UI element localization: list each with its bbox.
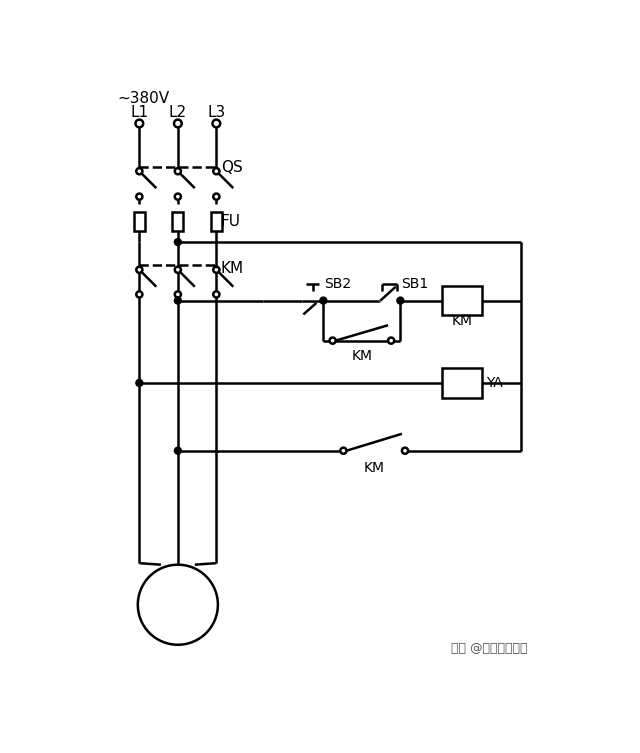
- Circle shape: [340, 447, 346, 454]
- Circle shape: [213, 194, 220, 200]
- Text: YA: YA: [486, 376, 502, 390]
- Text: QS: QS: [221, 160, 243, 175]
- Circle shape: [175, 267, 181, 273]
- Circle shape: [136, 194, 143, 200]
- Circle shape: [174, 239, 181, 245]
- Circle shape: [174, 120, 182, 127]
- Bar: [172, 212, 183, 230]
- Bar: [442, 367, 482, 398]
- Text: SB2: SB2: [324, 276, 351, 291]
- Circle shape: [213, 267, 220, 273]
- Text: L1: L1: [131, 105, 148, 120]
- Circle shape: [212, 120, 220, 127]
- Circle shape: [320, 297, 327, 304]
- Circle shape: [175, 168, 181, 174]
- Text: ~380V: ~380V: [117, 91, 169, 106]
- Bar: [134, 212, 145, 230]
- Circle shape: [136, 291, 143, 297]
- Circle shape: [175, 291, 181, 297]
- Text: KM: KM: [221, 261, 244, 276]
- Text: KM: KM: [451, 313, 472, 328]
- Text: M: M: [166, 589, 184, 608]
- Circle shape: [136, 267, 143, 273]
- Circle shape: [136, 380, 143, 386]
- Text: KM: KM: [351, 349, 372, 363]
- Circle shape: [174, 297, 181, 304]
- Circle shape: [174, 447, 181, 454]
- Circle shape: [213, 168, 220, 174]
- Text: L2: L2: [169, 105, 187, 120]
- Circle shape: [397, 297, 404, 304]
- Text: SB1: SB1: [401, 276, 428, 291]
- Circle shape: [175, 194, 181, 200]
- Text: L3: L3: [207, 105, 225, 120]
- Bar: [211, 212, 221, 230]
- Circle shape: [136, 120, 143, 127]
- Circle shape: [388, 337, 394, 343]
- Text: 头条 @技成电工课堂: 头条 @技成电工课堂: [451, 642, 528, 655]
- Bar: [442, 286, 482, 316]
- Text: FU: FU: [221, 214, 241, 229]
- Circle shape: [213, 291, 220, 297]
- Circle shape: [136, 168, 143, 174]
- Circle shape: [138, 565, 218, 645]
- Circle shape: [402, 447, 408, 454]
- Text: KM: KM: [364, 461, 385, 474]
- Text: ~: ~: [170, 603, 186, 621]
- Circle shape: [330, 337, 336, 343]
